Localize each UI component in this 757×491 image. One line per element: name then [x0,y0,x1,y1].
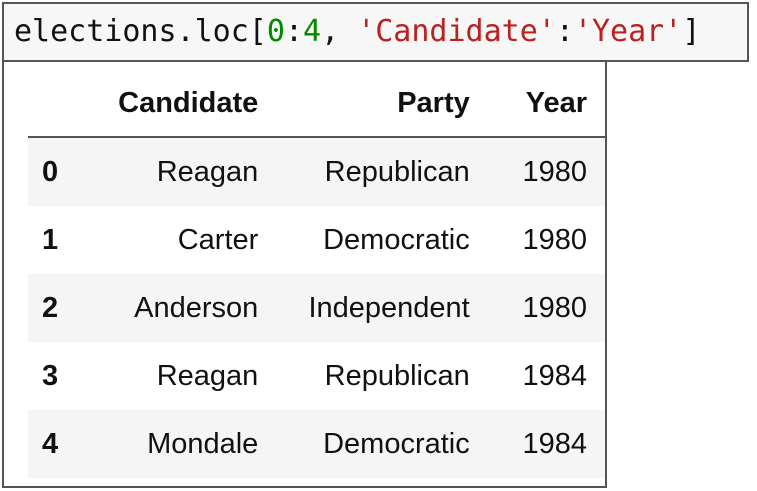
cell-party: Independent [308,291,470,324]
code-column-end: 'Year' [573,14,683,49]
table-row: 3 Reagan Republican 1984 [28,342,605,410]
cell-party: Republican [324,155,470,188]
table-header-row: Candidate Party Year [28,70,605,138]
output-cell: Candidate Party Year 0 Reagan Republican… [2,62,607,488]
cell-year: 1980 [522,223,587,256]
table-row: 4 Mondale Democratic 1984 [28,410,605,478]
cell-party: Democratic [323,427,470,460]
code-cell-input[interactable]: elections.loc[0:4, 'Candidate':'Year'] [2,2,749,62]
code-comma: , [321,14,358,49]
row-index: 1 [42,223,59,256]
code-row-end: 4 [303,14,322,49]
code-object-method: elections.loc[ [14,14,267,49]
row-index: 2 [42,291,59,324]
row-index: 3 [42,359,59,392]
code-column-colon: : [555,14,574,49]
cell-year: 1980 [522,291,587,324]
cell-year: 1980 [522,155,587,188]
row-index: 0 [42,155,59,188]
code-column-start: 'Candidate' [357,14,556,49]
table-row: 2 Anderson Independent 1980 [28,274,605,342]
cell-year: 1984 [522,359,587,392]
cell-candidate: Reagan [156,155,259,188]
cell-candidate: Anderson [134,291,259,324]
table-row: 0 Reagan Republican 1980 [28,137,605,206]
cell-candidate: Reagan [156,359,259,392]
code-close-bracket: ] [682,14,701,49]
cell-party: Republican [324,359,470,392]
cell-party: Democratic [323,223,470,256]
code-row-start: 0 [266,14,285,49]
code-row-colon: : [284,14,303,49]
cell-year: 1984 [522,427,587,460]
column-header-party: Party [260,70,472,138]
table-row: 1 Carter Democratic 1980 [28,206,605,274]
cell-candidate: Mondale [147,427,259,460]
row-index: 4 [42,427,59,460]
column-header-candidate: Candidate [109,70,261,138]
dataframe-table: Candidate Party Year 0 Reagan Republican… [28,70,605,478]
column-header-year: Year [471,70,605,138]
cell-candidate: Carter [177,223,259,256]
index-header [28,70,110,138]
